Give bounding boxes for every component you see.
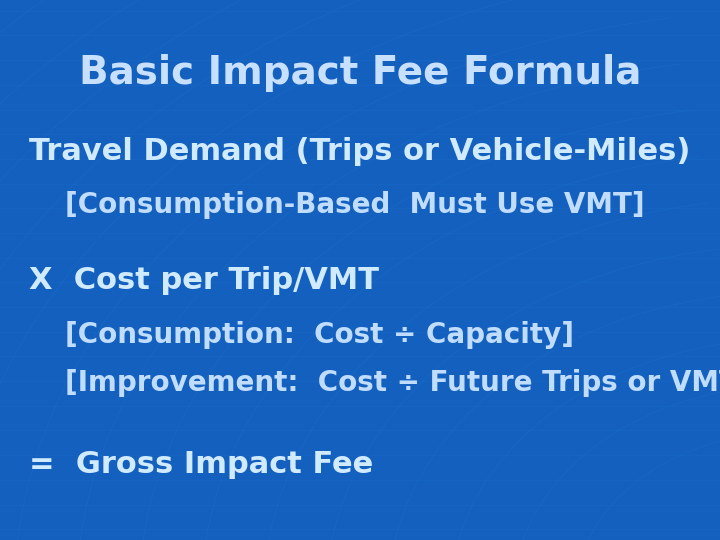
Text: [Consumption:  Cost ÷ Capacity]: [Consumption: Cost ÷ Capacity] xyxy=(65,321,574,349)
Text: Travel Demand (Trips or Vehicle-Miles): Travel Demand (Trips or Vehicle-Miles) xyxy=(29,137,690,166)
Text: Basic Impact Fee Formula: Basic Impact Fee Formula xyxy=(78,54,642,92)
Text: =  Gross Impact Fee: = Gross Impact Fee xyxy=(29,450,373,479)
Text: [Improvement:  Cost ÷ Future Trips or VMT]: [Improvement: Cost ÷ Future Trips or VMT… xyxy=(65,369,720,397)
Text: [Consumption-Based  Must Use VMT]: [Consumption-Based Must Use VMT] xyxy=(65,191,644,219)
Text: X  Cost per Trip/VMT: X Cost per Trip/VMT xyxy=(29,266,379,295)
